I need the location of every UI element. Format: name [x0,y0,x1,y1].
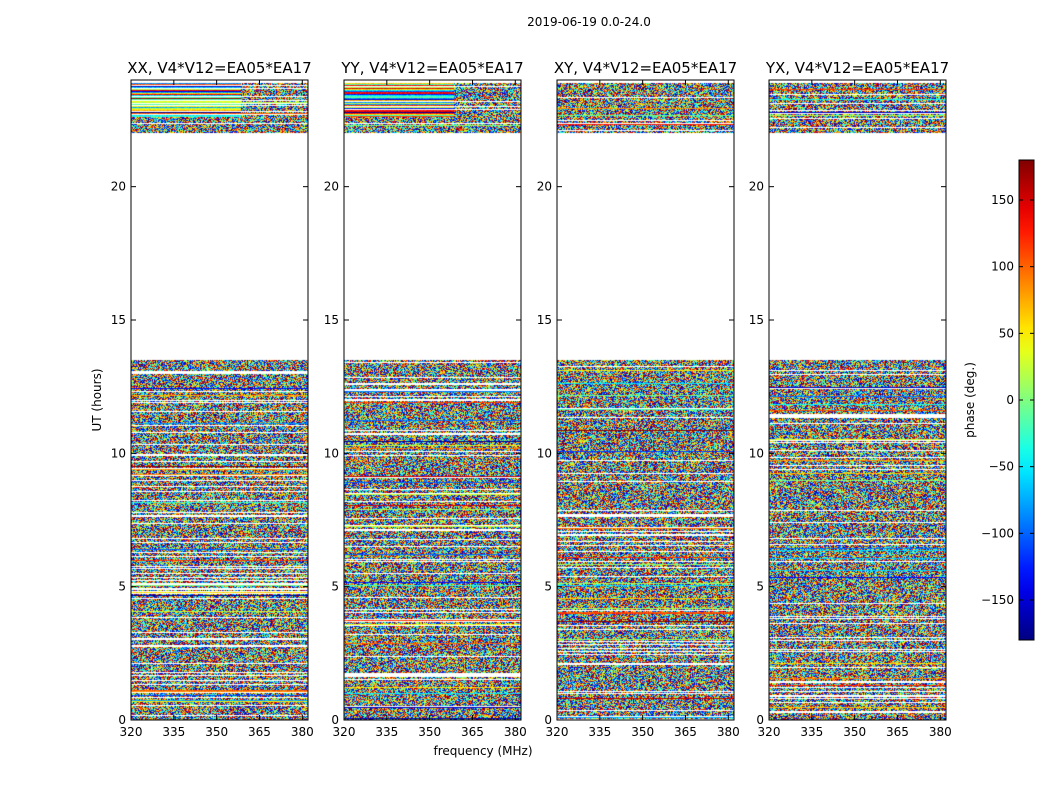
x-tick-label: 320 [758,725,781,739]
y-axis-label: UT (hours) [90,368,104,431]
y-tick-label: 20 [537,180,552,194]
y-tick-label: 0 [118,713,126,727]
x-tick-label: 320 [120,725,143,739]
y-tick-label: 5 [756,580,764,594]
x-tick-label: 335 [162,725,185,739]
y-tick-label: 20 [749,180,764,194]
y-tick-label: 5 [544,580,552,594]
y-tick-label: 10 [749,446,764,460]
y-tick-label: 10 [111,446,126,460]
colorbar: 150 100 50 0 −50 −100 −150 [981,159,1035,641]
x-axis-label: frequency (MHz) [433,744,532,758]
x-tick-label: 350 [631,725,654,739]
x-tick-label: 335 [588,725,611,739]
y-tick-label: 20 [111,180,126,194]
x-tick-label: 335 [800,725,823,739]
heatmap-image [769,80,946,720]
panel-yx: YX, V4*V12=EA05*EA17 320 335 350 365 380 0 5 10 1… [749,59,952,739]
colorbar-tick-label: −50 [989,460,1014,474]
y-tick-label: 0 [756,713,764,727]
x-tick-label: 380 [291,725,314,739]
x-tick-label: 335 [375,725,398,739]
x-tick-label: 320 [333,725,356,739]
y-tick-label: 0 [544,713,552,727]
x-tick-label: 365 [461,725,484,739]
panel-title: XY, V4*V12=EA05*EA17 [554,59,737,77]
x-tick-label: 320 [546,725,569,739]
colorbar-tick-label: −100 [981,526,1014,540]
y-tick-label: 0 [331,713,339,727]
x-tick-label: 365 [674,725,697,739]
axes-frame [343,79,522,721]
colorbar-label: phase (deg.) [963,362,977,438]
colorbar-tick-label: 50 [999,326,1014,340]
x-tick-label: 365 [886,725,909,739]
heatmap-image [131,80,308,720]
y-tick-label: 10 [324,446,339,460]
panel-yy: YY, V4*V12=EA05*EA17 320 335 350 365 380 0 5 10 1… [324,59,527,739]
panel-title: YX, V4*V12=EA05*EA17 [765,59,949,77]
colorbar-tick-label: 100 [991,260,1014,274]
y-tick-label: 15 [111,313,126,327]
x-tick-label: 350 [418,725,441,739]
x-tick-label: 380 [929,725,952,739]
y-tick-label: 20 [324,180,339,194]
x-tick-label: 380 [717,725,740,739]
y-tick-label: 15 [749,313,764,327]
heatmap-image [344,80,521,720]
y-tick-label: 5 [118,580,126,594]
x-tick-label: 350 [843,725,866,739]
colorbar-tick-label: 150 [991,193,1014,207]
axes-frame [130,79,309,721]
y-tick-label: 15 [324,313,339,327]
y-tick-label: 10 [537,446,552,460]
panel-title: YY, V4*V12=EA05*EA17 [340,59,523,77]
x-tick-label: 365 [248,725,271,739]
axes-frame [556,79,735,721]
heatmap-image [557,80,734,720]
y-tick-label: 15 [537,313,552,327]
panels: XX, V4*V12=EA05*EA17 320 335 350 365 380 0 5 10 1… [111,59,952,739]
colorbar-gradient [1019,160,1034,640]
panel-xx: XX, V4*V12=EA05*EA17 320 335 350 365 380 0 5 10 1… [111,59,314,739]
axes-frame [768,79,947,721]
suptitle: 2019-06-19 0.0-24.0 [527,15,651,29]
colorbar-tick-label: 0 [1006,393,1014,407]
y-tick-label: 5 [331,580,339,594]
x-tick-label: 350 [205,725,228,739]
x-tick-label: 380 [504,725,527,739]
panel-title: XX, V4*V12=EA05*EA17 [127,59,311,77]
panel-xy: XY, V4*V12=EA05*EA17 320 335 350 365 380 0 5 10 1… [537,59,740,739]
colorbar-tick-label: −150 [981,593,1014,607]
